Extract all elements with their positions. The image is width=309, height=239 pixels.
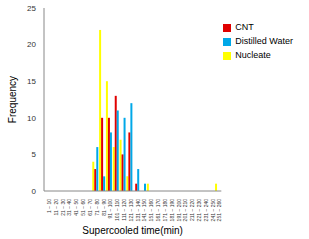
svg-text:121 ~ 130: 121 ~ 130 bbox=[128, 199, 134, 222]
svg-text:10: 10 bbox=[27, 114, 36, 123]
svg-text:251 ~ 260: 251 ~ 260 bbox=[216, 199, 222, 222]
svg-text:111 ~ 120: 111 ~ 120 bbox=[121, 199, 127, 221]
svg-text:181 ~ 190: 181 ~ 190 bbox=[169, 199, 175, 222]
svg-text:61 ~ 70: 61 ~ 70 bbox=[87, 199, 93, 216]
svg-text:211 ~ 220: 211 ~ 220 bbox=[189, 199, 195, 221]
svg-text:201 ~ 210: 201 ~ 210 bbox=[182, 199, 188, 222]
svg-text:25: 25 bbox=[27, 4, 36, 13]
svg-text:221 ~ 230: 221 ~ 230 bbox=[196, 199, 202, 222]
svg-text:161 ~ 170: 161 ~ 170 bbox=[155, 199, 161, 222]
svg-text:101 ~ 110: 101 ~ 110 bbox=[114, 199, 120, 221]
svg-text:Frequency: Frequency bbox=[8, 76, 18, 123]
svg-text:191 ~ 200: 191 ~ 200 bbox=[176, 199, 182, 222]
svg-text:20: 20 bbox=[27, 40, 36, 49]
svg-text:171 ~ 180: 171 ~ 180 bbox=[162, 199, 168, 222]
svg-text:11 ~ 20: 11 ~ 20 bbox=[53, 199, 59, 216]
svg-text:Supercooled time(min): Supercooled time(min) bbox=[82, 225, 183, 236]
html-text:Nucleate: Nucleate bbox=[235, 50, 271, 60]
svg-text:51 ~ 60: 51 ~ 60 bbox=[80, 199, 86, 216]
svg-text:231 ~ 240: 231 ~ 240 bbox=[203, 199, 209, 222]
svg-text:141 ~ 150: 141 ~ 150 bbox=[141, 199, 147, 222]
svg-text:151 ~ 160: 151 ~ 160 bbox=[148, 199, 154, 222]
svg-text:71 ~ 80: 71 ~ 80 bbox=[94, 199, 100, 216]
svg-text:91 ~ 100: 91 ~ 100 bbox=[107, 199, 113, 219]
svg-text:0: 0 bbox=[32, 187, 37, 196]
svg-text:1 ~ 10: 1 ~ 10 bbox=[46, 199, 52, 213]
svg-text:131 ~ 140: 131 ~ 140 bbox=[135, 199, 141, 222]
svg-text:81 ~ 90: 81 ~ 90 bbox=[101, 199, 107, 216]
svg-text:5: 5 bbox=[32, 150, 37, 159]
svg-text:15: 15 bbox=[27, 77, 36, 86]
html-text:CNT: CNT bbox=[235, 22, 254, 32]
svg-text:21 ~ 30: 21 ~ 30 bbox=[60, 199, 66, 216]
html-text:Distilled Water: Distilled Water bbox=[235, 36, 293, 46]
svg-text:241 ~ 250: 241 ~ 250 bbox=[210, 199, 216, 222]
svg-text:41 ~ 50: 41 ~ 50 bbox=[73, 199, 79, 216]
svg-text:31 ~ 40: 31 ~ 40 bbox=[66, 199, 72, 216]
